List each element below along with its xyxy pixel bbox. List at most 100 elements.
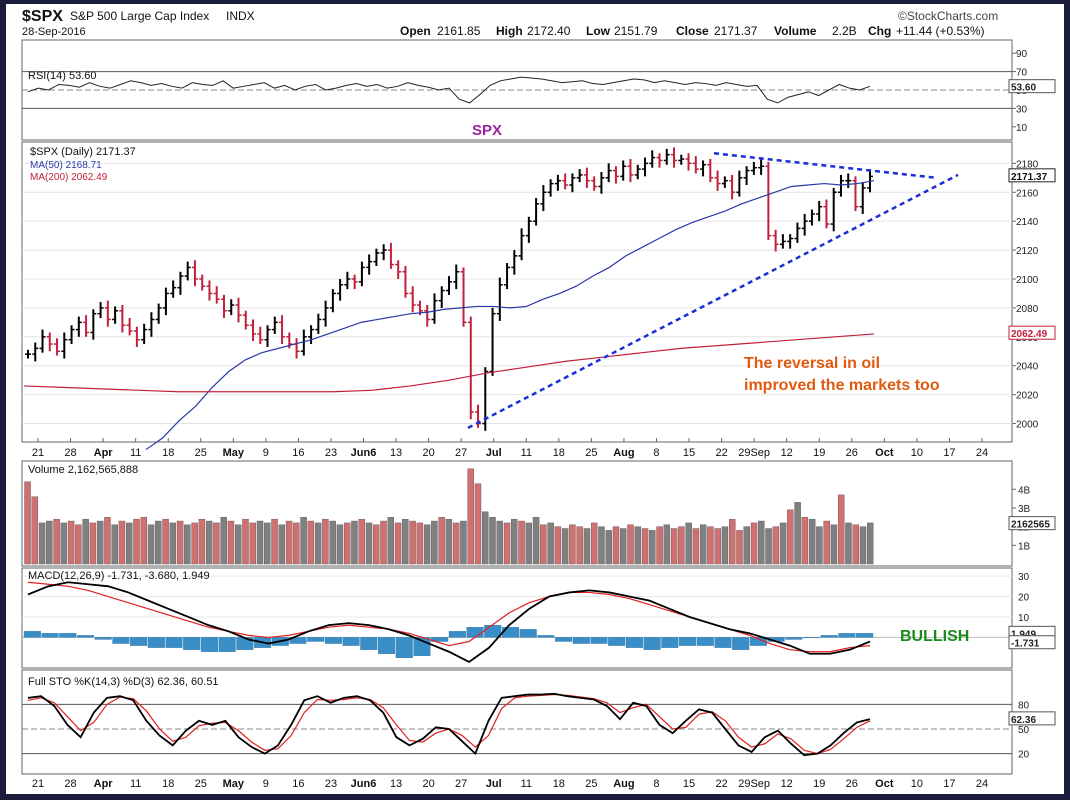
x-axis-label: 27 xyxy=(455,778,467,790)
macd-histogram-bar xyxy=(59,633,77,638)
volume-bar xyxy=(540,524,547,565)
volume-layer: 4B3B2B1B2162565 xyxy=(24,468,1056,565)
price-bar xyxy=(620,160,627,181)
x-axis-label: Jun6 xyxy=(351,778,377,790)
macd-histogram-bar xyxy=(76,635,94,638)
volume-bar xyxy=(474,483,482,565)
volume-bar xyxy=(743,526,750,565)
x-axis-label: 11 xyxy=(130,447,141,459)
chart-date: 28-Sep-2016 xyxy=(22,26,86,38)
x-axis-label: Oct xyxy=(875,447,894,459)
lower-trendline xyxy=(467,173,959,429)
price-bar xyxy=(199,274,206,291)
volume-bar xyxy=(612,526,620,565)
x-axis-label: 12 xyxy=(781,778,793,790)
rsi-legend: RSI(14) 53.60 xyxy=(28,70,96,82)
volume-bar xyxy=(155,520,162,565)
volume-bar xyxy=(845,522,852,565)
ma50-line xyxy=(145,180,875,451)
volume-bar xyxy=(140,517,148,565)
volume-bar xyxy=(380,520,387,565)
price-bar xyxy=(663,148,670,165)
x-axis-label: 13 xyxy=(390,778,402,790)
x-axis-label: 9 xyxy=(263,447,269,459)
volume-bar xyxy=(409,520,416,565)
price-bar xyxy=(162,287,169,316)
ma50-legend: MA(50) 2168.71 xyxy=(30,160,102,171)
price-bar xyxy=(300,329,307,356)
volume-bar xyxy=(503,522,511,565)
price-bar xyxy=(25,349,31,359)
price-bar xyxy=(75,316,82,337)
macd-histogram-bar xyxy=(200,637,218,652)
x-axis-label: 20 xyxy=(422,447,434,459)
price-bar xyxy=(569,173,576,193)
price-bar xyxy=(141,323,148,345)
x-axis-label: 24 xyxy=(976,447,988,459)
high-value: 2172.40 xyxy=(527,24,571,38)
volume-bar xyxy=(256,520,264,565)
volume-bar xyxy=(438,517,445,565)
rsi-layer: 907050301053.60 xyxy=(22,49,1056,134)
price-bar xyxy=(576,169,583,183)
volume-bar xyxy=(590,522,598,565)
volume-tick-label: 4B xyxy=(1018,485,1031,496)
volume-bar xyxy=(670,528,678,565)
price-bar xyxy=(90,309,97,340)
x-axis-label: 22 xyxy=(715,447,727,459)
volume-bar xyxy=(489,517,496,565)
x-axis-label: 18 xyxy=(162,778,174,790)
volume-bar xyxy=(511,518,518,565)
volume-bar xyxy=(714,528,721,565)
price-tick-label: 2100 xyxy=(1016,275,1039,286)
volume-legend: Volume 2,162,565,888 xyxy=(28,464,138,476)
stock-chart: $SPX S&P 500 Large Cap Index INDX ©Stock… xyxy=(21,8,1056,790)
macd-histogram-bar xyxy=(147,637,165,648)
volume-bar xyxy=(452,522,460,565)
macd-histogram-bar xyxy=(41,633,59,638)
volume-bar xyxy=(31,496,39,565)
volume-bar xyxy=(220,517,227,565)
price-bar xyxy=(554,174,561,191)
price-bar xyxy=(787,234,794,249)
price-bar xyxy=(743,166,750,186)
price-bar xyxy=(68,325,75,345)
ma200-tag: 2062.49 xyxy=(1011,329,1048,340)
price-tick-label: 2020 xyxy=(1016,391,1039,402)
x-axis-label: 10 xyxy=(911,447,923,459)
macd-tick-label: 20 xyxy=(1018,593,1030,604)
x-axis-label: 11 xyxy=(521,778,532,790)
macd-legend: MACD(12,26,9) -1.731, -3.680, 1.949 xyxy=(28,570,210,582)
volume-bar xyxy=(184,524,191,565)
volume-bar xyxy=(118,520,126,565)
x-axis-label: 28 xyxy=(64,447,76,459)
macd-histogram-bar xyxy=(714,637,732,648)
rsi-value-tag-box xyxy=(1008,79,1056,94)
price-bar xyxy=(97,302,104,319)
chg-value: +11.44 (+0.53%) xyxy=(896,24,985,38)
price-tick-label: 2120 xyxy=(1016,246,1039,257)
x-axis-label: 29Sep xyxy=(738,778,770,790)
price-bar xyxy=(409,286,416,313)
price-bar xyxy=(228,299,235,316)
sto-tick-label: 50 xyxy=(1018,725,1030,736)
volume-value: 2.2B xyxy=(832,24,857,38)
x-axis-label: 20 xyxy=(422,778,434,790)
volume-bar xyxy=(830,524,838,565)
macd-histogram-bar xyxy=(608,637,626,646)
price-tick-label: 2080 xyxy=(1016,304,1039,315)
sto-d-line xyxy=(27,693,871,755)
volume-bar xyxy=(525,522,533,565)
volume-bar xyxy=(343,522,351,565)
macd-tick-label: 30 xyxy=(1018,572,1030,583)
macd-histogram-bar xyxy=(431,637,449,642)
close-label: Close xyxy=(676,24,709,38)
price-bar xyxy=(598,172,605,194)
macd-signal-tag: -1.731 xyxy=(1011,639,1040,650)
macd-value-tag: 1.949 xyxy=(1011,629,1036,640)
reversal-annotation-line2: improved the markets too xyxy=(744,377,940,394)
macd-histogram-bar xyxy=(572,637,590,644)
macd-histogram-bar xyxy=(856,633,874,638)
volume-bar xyxy=(329,520,336,565)
macd-histogram-bar xyxy=(360,637,378,650)
